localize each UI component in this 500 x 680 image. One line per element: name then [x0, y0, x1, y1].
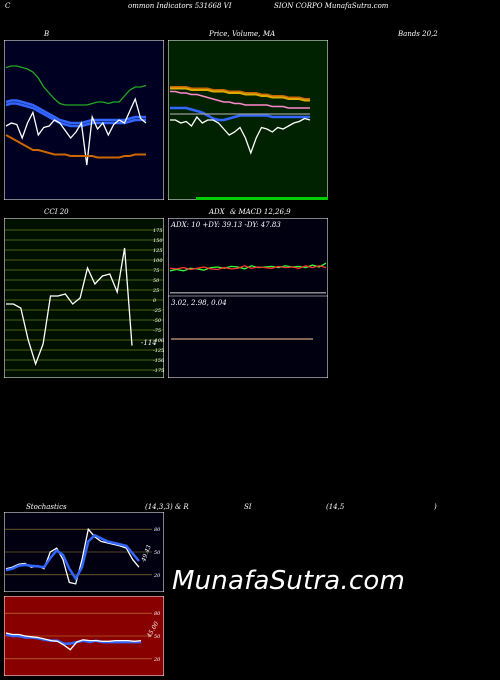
stoch-title-si: SI	[244, 503, 252, 511]
cci-tick-label: -175	[153, 368, 164, 374]
stochastics-tick-label: 80	[154, 527, 161, 533]
watermark: MunafaSutra.com	[172, 566, 406, 596]
adx-series-1-red	[169, 265, 327, 271]
cci-title: CCI 20	[44, 208, 69, 216]
adx-macd-chart: ADX: 10 +DY: 39.13 -DY: 47.83 3.02, 2.98…	[168, 218, 328, 378]
cci-tick-label: -100	[153, 338, 164, 344]
cci-tick-label: 125	[153, 248, 163, 254]
cci-tick-label: 25	[152, 288, 159, 294]
price-title-ma: MA	[263, 30, 276, 38]
bollinger-series-1-blue	[5, 99, 146, 125]
stochastics-tick-label: 50	[154, 550, 161, 556]
adx-label: ADX: 10 +DY: 39.13 -DY: 47.83	[170, 221, 281, 229]
price_ma-series-1-yellow	[170, 87, 310, 102]
bollinger-series-0-green	[5, 65, 147, 106]
bollinger-series-3-white	[5, 97, 147, 166]
header-part-company: SION CORPO MunafaSutra.com	[274, 2, 389, 10]
adx-title-macd: & MACD 12,26,9	[230, 208, 291, 216]
stoch-title-close: )	[434, 503, 437, 511]
rsi-tick-label: 80	[154, 611, 161, 617]
rsi-series-0-blue	[5, 633, 141, 645]
cci-chart: 175 150 125 100 75 50 25 0 -25 -50 -75 -100 -125 -150…	[4, 218, 164, 378]
bollinger-title-b: B	[44, 30, 50, 38]
stoch-title-rsi-params: (14,5	[326, 503, 345, 511]
price_ma-series-0-orange	[170, 86, 310, 100]
header-part-c: C	[5, 2, 11, 10]
stoch-title-params: (14,3,3) & R	[145, 503, 189, 511]
cci-tick-label: 75	[153, 268, 159, 274]
bollinger-series-2-blue	[5, 102, 146, 128]
price_ma-series-2-pink	[170, 90, 310, 109]
price_ma-series-3-blue	[170, 106, 310, 122]
stochastics-series-1-blue	[5, 533, 140, 582]
price-title-volume: Volume,	[232, 30, 261, 38]
cci-tick-label: 0	[153, 298, 157, 304]
cci-tick-label: -125	[153, 348, 164, 354]
header-part-indicators: ommon Indicators 531668 VI	[128, 2, 232, 10]
cci-tick-label: 100	[153, 258, 163, 264]
cci-tick-label: 175	[153, 228, 163, 234]
cci-tick-label: -25	[153, 308, 161, 314]
price-ma-chart	[168, 40, 328, 200]
stoch-title-stochastics: Stochastics	[26, 503, 67, 511]
bollinger-title-bands: Bands 20,2	[398, 30, 438, 38]
cci-series-0-white	[6, 247, 133, 367]
cci-tick-label: -50	[153, 318, 162, 324]
cci-tick-label: -75	[153, 328, 161, 334]
price_ma-series-4-white	[170, 115, 311, 155]
macd-label: 3.02, 2.98, 0.04	[171, 299, 227, 307]
cci-tick-label: 50	[153, 278, 160, 284]
cci-tick-label: -150	[153, 358, 164, 364]
rsi-tick-label: 20	[153, 657, 161, 663]
volume-bar	[196, 197, 328, 200]
cci-tick-label: 150	[153, 238, 163, 244]
bollinger-chart	[4, 40, 164, 200]
price-title-price: Price,	[209, 30, 230, 38]
bollinger-series-4-orange	[5, 134, 146, 159]
stochastics-tick-label: 20	[153, 573, 161, 579]
adx-title-adx: ADX	[209, 208, 225, 216]
rsi-series-1-white	[5, 632, 142, 651]
cci-last-value: -114	[141, 339, 157, 347]
rsi-tick-label: 50	[154, 634, 161, 640]
